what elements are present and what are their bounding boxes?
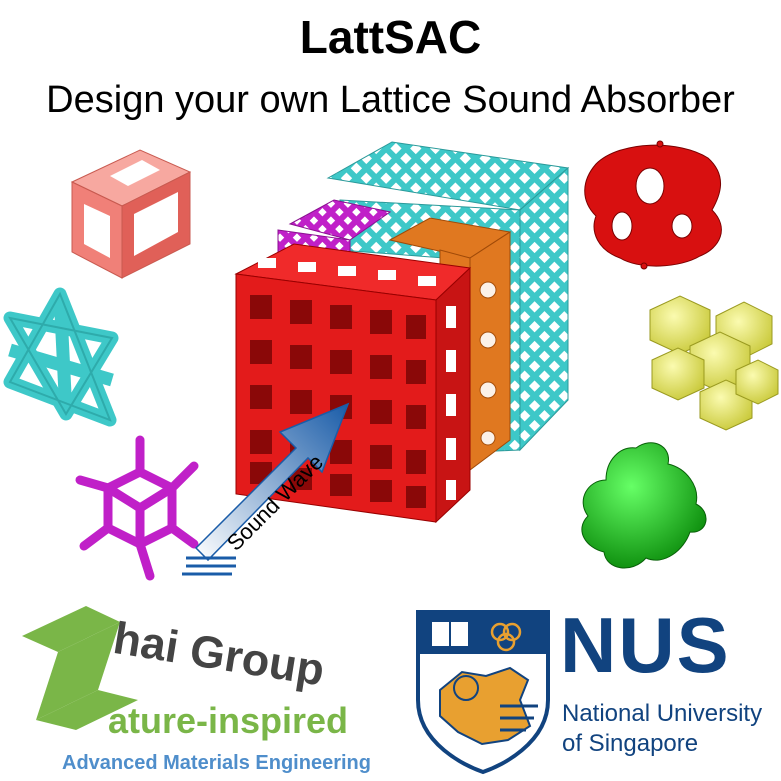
zhai-group-logo-icon [22,606,138,730]
zhai-nature-inspired: ature-inspired [108,700,349,741]
gyroid-lattice-icon [584,140,722,270]
nus-full-name-line1: National University [562,700,763,727]
strut-lattice-icon [75,435,199,581]
nus-abbr: NUS [560,601,731,689]
app-title: LattSAC [299,11,482,63]
nus-full-name-line2: of Singapore [562,730,699,757]
zhai-ame-tagline: Advanced Materials Engineering [62,752,371,774]
nus-crest-icon [416,610,550,775]
truncated-octahedron-lattice-icon [649,295,779,431]
cube-lattice-icon [70,149,192,279]
node-sphere-lattice-icon [581,442,707,569]
app-subtitle: Design your own Lattice Sound Absorber [46,79,735,121]
